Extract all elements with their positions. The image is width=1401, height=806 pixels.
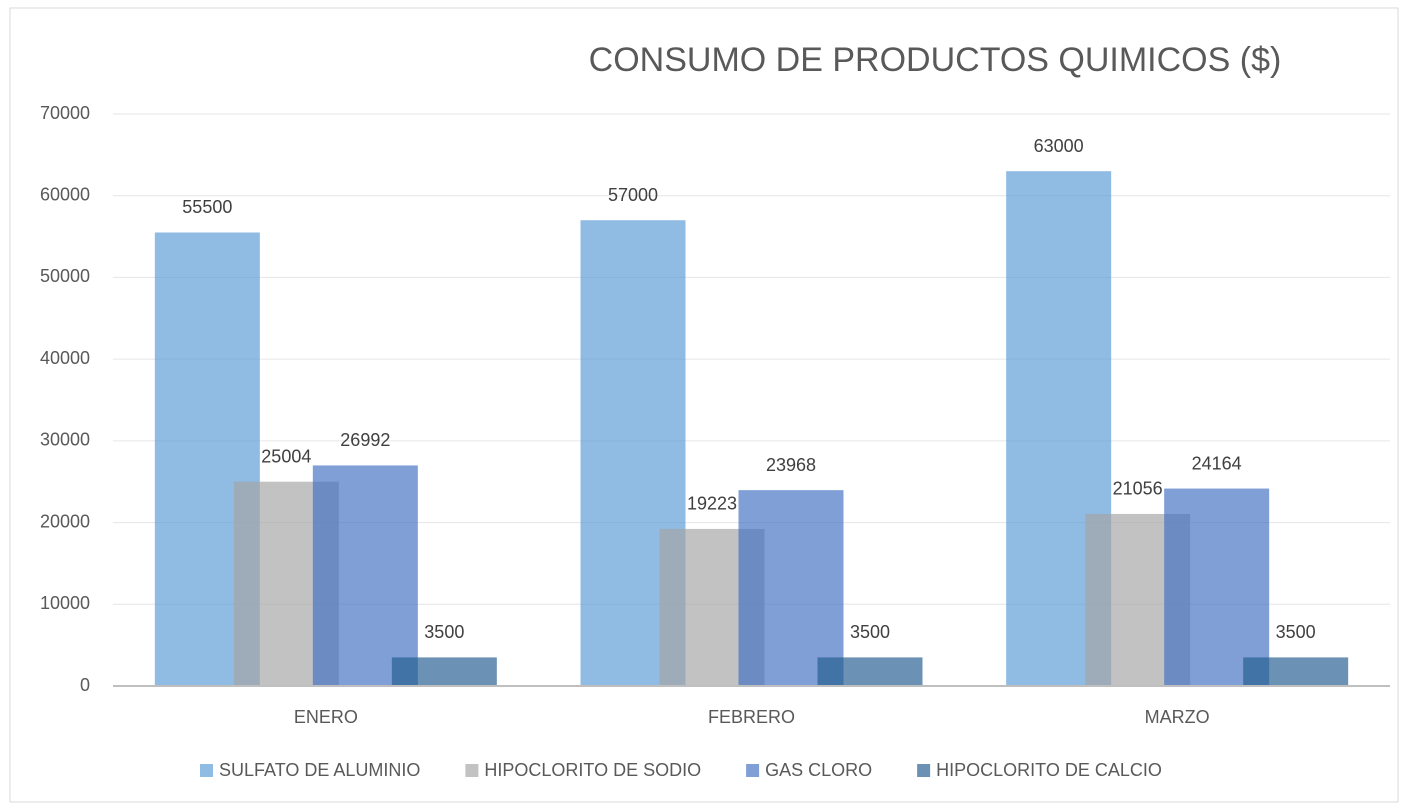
data-label: 55500	[182, 197, 232, 217]
legend-swatch	[746, 764, 760, 777]
legend-label: GAS CLORO	[765, 760, 872, 780]
y-tick-label: 0	[80, 675, 90, 695]
x-tick-label: ENERO	[294, 707, 358, 727]
legend-swatch	[200, 764, 213, 777]
data-label: 25004	[261, 446, 311, 466]
bar	[1164, 488, 1270, 686]
bar	[1243, 657, 1349, 686]
data-label: 63000	[1034, 136, 1084, 156]
y-tick-label: 30000	[40, 430, 90, 450]
data-label: 19223	[687, 494, 737, 514]
data-label: 57000	[608, 185, 658, 205]
y-tick-label: 50000	[40, 266, 90, 286]
data-label: 3500	[850, 622, 890, 642]
bar	[312, 465, 418, 686]
data-label: 3500	[1276, 622, 1316, 642]
data-label: 26992	[340, 430, 390, 450]
data-label: 24164	[1192, 453, 1242, 473]
bar	[817, 657, 923, 686]
data-label: 3500	[424, 622, 464, 642]
y-tick-label: 40000	[40, 348, 90, 368]
legend-swatch	[917, 764, 931, 777]
bar	[391, 657, 497, 686]
x-tick-label: FEBRERO	[708, 707, 795, 727]
chart-title: CONSUMO DE PRODUCTOS QUIMICOS ($)	[589, 41, 1282, 79]
y-tick-label: 60000	[40, 184, 90, 204]
bar	[738, 490, 844, 686]
data-label: 23968	[766, 455, 816, 475]
y-tick-label: 10000	[40, 593, 90, 613]
legend-label: SULFATO DE ALUMINIO	[219, 760, 420, 780]
legend-label: HIPOCLORITO DE SODIO	[484, 760, 701, 780]
y-tick-label: 20000	[40, 511, 90, 531]
data-label: 21056	[1113, 479, 1163, 499]
x-tick-label: MARZO	[1145, 707, 1210, 727]
legend-label: HIPOCLORITO DE CALCIO	[936, 760, 1162, 780]
y-tick-label: 70000	[40, 103, 90, 123]
legend-swatch	[465, 764, 479, 777]
